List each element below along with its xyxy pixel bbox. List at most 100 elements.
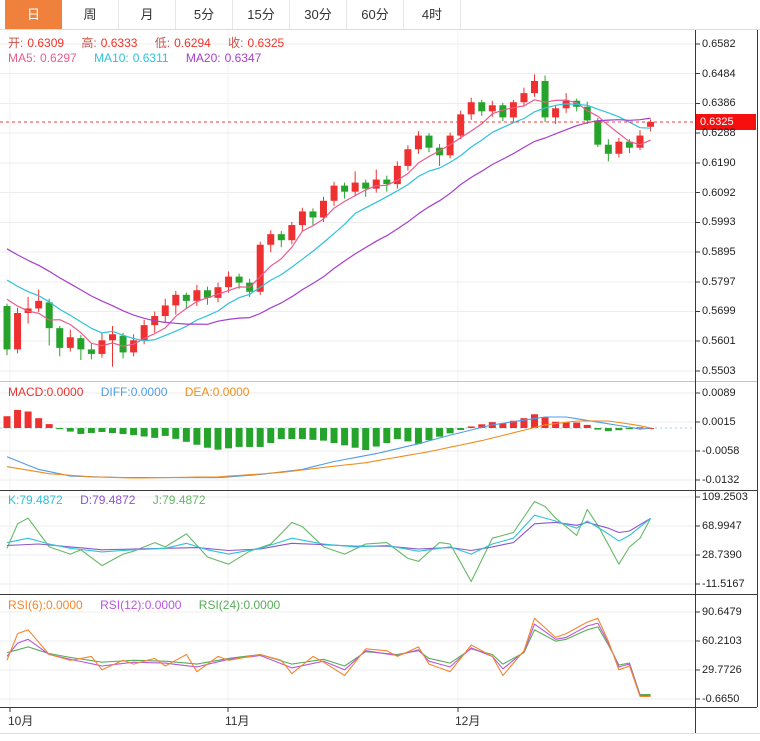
macd-hist-bar [161,428,169,436]
y-axis-label: 0.0015 [702,416,736,428]
kdj-readout: K:79.4872 D:79.4872 J:79.4872 [8,493,210,507]
tab-week[interactable]: 周 [62,0,119,29]
tab-5min[interactable]: 5分 [176,0,233,29]
macd-hist-bar [98,428,106,432]
candle-up [14,312,22,350]
macd-hist-bar [225,428,233,449]
rsi24-value: RSI(24):0.0000 [198,598,281,612]
candle-up [298,211,306,226]
macd-hist-bar [140,428,148,437]
y-axis-label: 0.0089 [702,387,736,399]
macd-hist-bar [256,428,264,447]
y-axis-label: 0.6190 [702,156,736,169]
candle-down [478,102,486,112]
rsi6-value: RSI(6):0.0000 [8,598,83,612]
macd-hist-bar [214,428,222,450]
macd-panel [0,409,695,479]
k-value: K:79.4872 [8,493,63,507]
y-axis-label: 0.6484 [702,67,736,80]
tab-day[interactable]: 日 [5,0,62,29]
candle-up [372,179,380,189]
candle-up [615,141,623,154]
candle-up [351,182,359,192]
macd-hist-bar [520,418,528,429]
macd-hist-bar [203,428,211,448]
candle-up [393,165,401,185]
current-price-badge: 0.6325 [696,114,756,130]
candle-down [425,135,433,148]
candle-down [383,179,391,185]
tab-month[interactable]: 月 [119,0,176,29]
y-axis-label: 68.9947 [702,520,742,532]
macd-hist-bar [625,428,633,430]
tab-30min[interactable]: 30分 [290,0,347,29]
macd-hist-bar [109,428,116,434]
candle-up [35,300,43,309]
tab-15min[interactable]: 15分 [233,0,290,29]
x-axis-label: 11月 [225,714,250,728]
macd-hist-bar [24,411,32,429]
macd-hist-bar [583,424,591,429]
y-axis-label: 0.6386 [702,97,736,110]
macd-hist-bar [235,428,243,447]
high-label: 高: [81,36,97,50]
ma5-value: 0.6297 [40,51,77,65]
y-axis-label: 0.5993 [702,216,736,229]
close-value: 0.6325 [247,36,285,50]
open-label: 开: [8,36,24,50]
ma5-label: MA5: [8,51,37,65]
y-axis-label: -0.0058 [702,445,740,457]
series-line [6,99,651,347]
candle-down [604,144,612,154]
macd-hist-bar [35,418,43,429]
candle-up [647,121,655,127]
tab-60min[interactable]: 60分 [347,0,404,29]
rsi12-value: RSI(12):0.0000 [100,598,182,612]
candle-up [320,200,327,218]
macd-hist-bar [182,428,190,442]
y-axis-label: 0.6288 [702,127,736,140]
candle-down [235,276,243,283]
candle-up [531,80,538,94]
candle-down [3,306,11,350]
macd-hist-bar [320,428,327,441]
y-axis-label: -0.0132 [702,474,740,486]
tab-4hour[interactable]: 4时 [404,0,461,29]
j-value: J:79.4872 [152,493,206,507]
y-axis-label: 60.2103 [702,635,742,647]
rsi-panel [6,617,651,698]
candle-down [309,211,317,218]
macd-hist-bar [636,427,644,429]
macd-hist-bar [309,428,317,440]
ma20-label: MA20: [185,51,221,65]
macd-hist-bar [541,417,549,429]
macd-hist-bar [436,428,444,437]
high-value: 0.6333 [100,36,138,50]
x-axis-label: 12月 [455,714,481,728]
candle-up [256,244,264,292]
macd-hist-bar [351,428,359,448]
ma-readout: MA5: 0.6297 MA10: 0.6311 MA20: 0.6347 [8,51,265,65]
low-label: 低: [154,36,171,50]
candle-down [583,106,591,121]
y-axis-label: 0.5503 [702,364,736,377]
y-axis-label: 29.7726 [702,664,742,676]
candle-up [520,93,528,103]
macd-hist-bar [288,428,296,440]
macd-hist-bar [531,414,538,429]
candle-down [182,294,190,301]
close-label: 收: [228,36,244,50]
candle-up [140,325,148,341]
macd-hist-bar [562,422,570,429]
ma20-value: 0.6347 [224,51,262,65]
diff-value: DIFF:0.0000 [100,385,168,399]
kdj-panel [6,500,652,583]
macd-hist-bar [509,420,517,429]
macd-hist-bar [573,422,581,429]
macd-hist-bar [404,428,412,442]
series-line [6,514,651,555]
macd-hist-bar [594,428,602,430]
rsi-readout: RSI(6):0.0000 RSI(12):0.0000 RSI(24):0.0… [8,598,284,612]
